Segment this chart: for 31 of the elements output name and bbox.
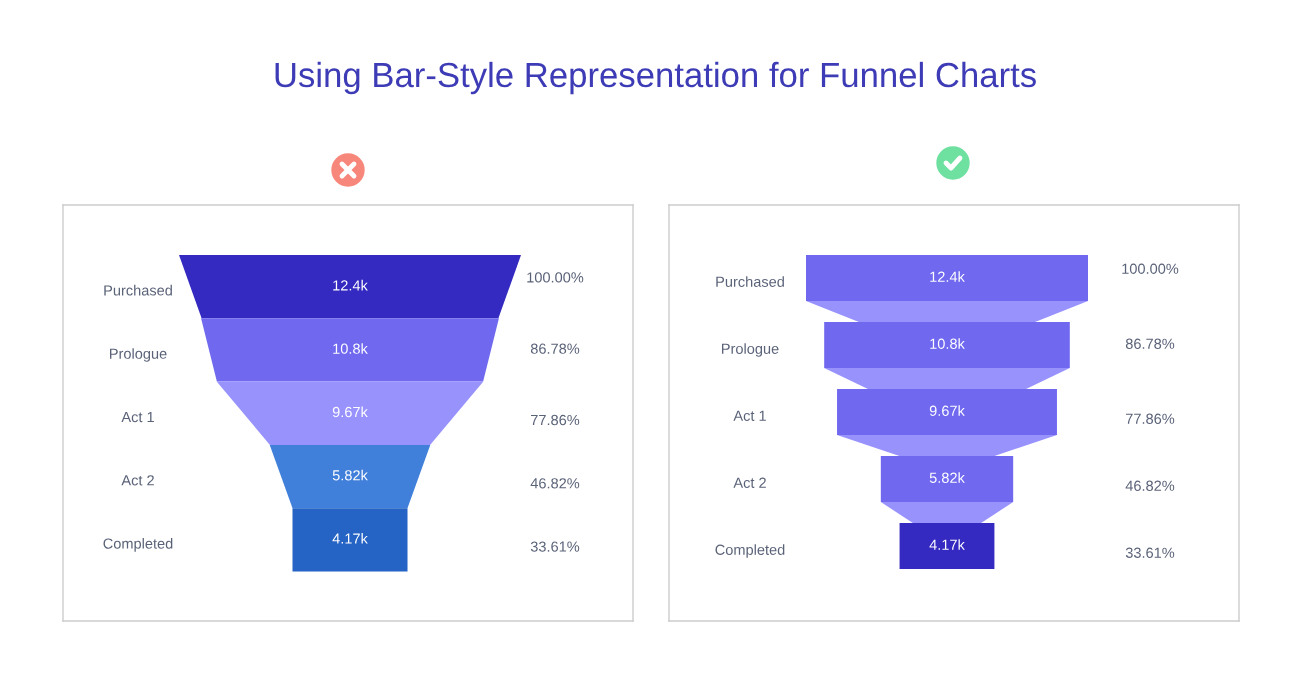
category-label: Act 2 <box>733 477 766 488</box>
data-label: 9.67k <box>332 406 368 418</box>
data-label: 33.61% <box>530 541 580 552</box>
category-label: Completed <box>715 544 785 558</box>
data-label: 77.86% <box>531 414 580 426</box>
data-label: 5.82k <box>332 469 368 481</box>
category-label: Prologue <box>110 348 167 362</box>
data-label: 4.17k <box>332 533 368 544</box>
category-label: Act 2 <box>121 475 154 486</box>
data-label: 86.78% <box>530 343 580 354</box>
category-label: Completed <box>103 538 173 552</box>
category-label: Purchased <box>104 284 172 296</box>
data-label: 12.4k <box>930 271 965 282</box>
data-label: 86.78% <box>1125 338 1175 349</box>
data-label: 77.86% <box>1126 413 1175 424</box>
category-label: Purchased <box>716 276 784 287</box>
data-label: 12.4k <box>333 279 368 291</box>
data-label: 46.82% <box>1125 480 1175 491</box>
text: Using Bar-Style Representation for Funnel Charts <box>275 61 1036 95</box>
data-label: 100.00% <box>1122 263 1179 274</box>
data-label: 5.82k <box>929 472 965 483</box>
data-label: 46.82% <box>530 478 580 489</box>
data-label: 100.00% <box>527 272 584 283</box>
category-label: Act 1 <box>733 410 766 421</box>
category-label: Prologue <box>722 343 779 357</box>
data-label: 4.17k <box>929 539 965 550</box>
data-label: 10.8k <box>930 338 965 349</box>
data-label: 33.61% <box>1125 547 1175 558</box>
data-label: 10.8k <box>333 343 368 354</box>
category-label: Act 1 <box>121 411 154 423</box>
data-label: 9.67k <box>929 405 965 416</box>
